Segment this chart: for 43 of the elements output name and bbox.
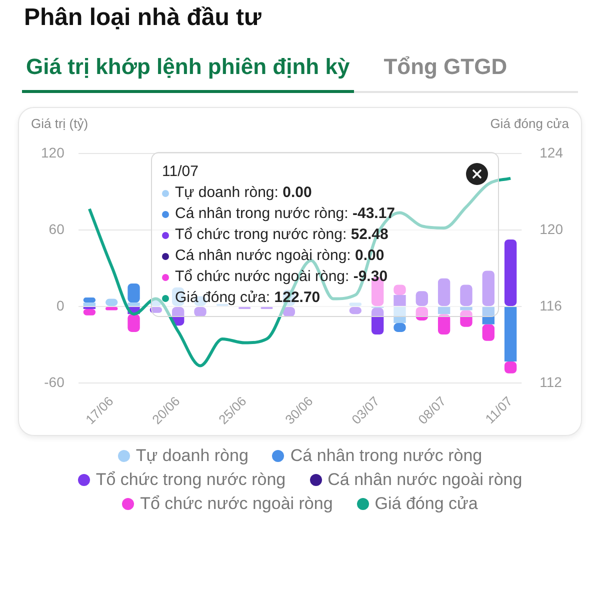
annotation: Cá nhân trong nước ròng: -43.17: [174, 204, 396, 224]
bar: [438, 306, 450, 314]
y-axis-title: Giá trị (tỷ): [31, 116, 88, 131]
bar: [128, 302, 140, 306]
legend-label: Tổ chức trong nước ròng: [94, 470, 286, 490]
bar: [128, 283, 140, 303]
annotation: Tổ chức nước ngoài ròng: -9.30: [174, 267, 389, 287]
y2-axis-title: Giá đóng cửa: [490, 116, 569, 131]
annotation: 11/07: [162, 162, 200, 182]
y-tick-label: 60: [48, 220, 65, 237]
annotation: Tổ chức trong nước ròng: 52.48: [174, 225, 390, 245]
bar: [128, 314, 140, 332]
y2-tick-label: 124: [540, 144, 564, 160]
bar: [504, 306, 517, 362]
legend-label: Giá đóng cửa: [374, 494, 478, 514]
text: Tổng GTGD: [382, 53, 508, 81]
bar: [83, 302, 96, 306]
annotation: Tự doanh ròng: 0.00: [174, 183, 313, 203]
legend-label: Tổ chức nước ngoài ròng: [139, 494, 333, 514]
y-tick-label: -60: [44, 374, 65, 390]
bar: [394, 294, 406, 306]
y2-tick-label: 116: [540, 297, 562, 314]
chart-subtitle: Giá trị khớp lệnh phiên định kỳ: [22, 48, 354, 93]
y-tick-label: 0: [56, 297, 65, 314]
legend-label: Cá nhân trong nước ròng: [289, 446, 482, 466]
chart-title: Phân loại nhà đầu tư: [23, 3, 262, 33]
bar: [371, 308, 384, 334]
legend-label: Tự doanh ròng: [134, 446, 248, 466]
annotation: Cá nhân nước ngoài ròng: 0.00: [174, 246, 386, 266]
bar: [438, 278, 450, 306]
bar: [438, 314, 450, 334]
y2-tick-label: 112: [540, 374, 562, 390]
bar: [460, 306, 472, 310]
bar: [394, 306, 406, 324]
bar: [460, 284, 472, 306]
y-tick-label: 120: [41, 144, 65, 160]
bar: [482, 306, 494, 324]
bar: [504, 240, 517, 306]
bar: [482, 270, 494, 306]
annotation: Giá đóng cửa: 122.70: [174, 288, 322, 308]
legend-label: Cá nhân nước ngoài ròng: [326, 470, 522, 490]
bar: [172, 306, 184, 326]
y2-tick-label: 120: [540, 220, 564, 237]
